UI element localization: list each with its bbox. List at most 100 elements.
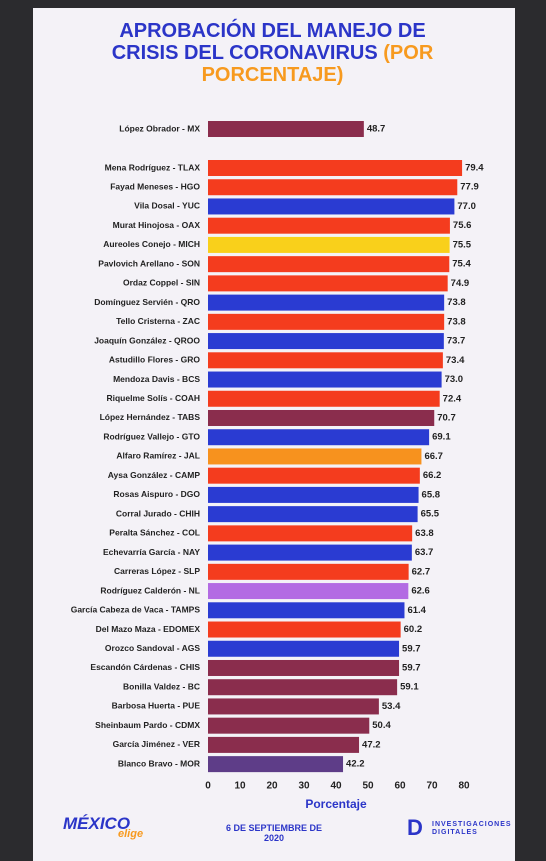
category-label: Escandón Cárdenas - CHIS xyxy=(90,662,200,672)
value-label: 47.2 xyxy=(362,739,381,750)
value-label: 48.7 xyxy=(367,124,386,135)
value-label: 65.5 xyxy=(421,509,440,520)
bar xyxy=(208,506,418,523)
value-label: 59.7 xyxy=(402,643,421,654)
bar xyxy=(208,313,445,330)
category-label: Blanco Bravo - MOR xyxy=(118,758,200,768)
bar xyxy=(208,236,450,253)
logo-left: MÉXICO xyxy=(63,814,131,833)
value-label: 72.4 xyxy=(443,393,462,404)
category-label: López Hernández - TABS xyxy=(100,412,201,422)
bar xyxy=(208,679,398,696)
category-label: Carreras López - SLP xyxy=(114,566,200,576)
bar xyxy=(208,736,360,753)
category-label: Astudillo Flores - GRO xyxy=(109,355,201,365)
x-tick-label: 40 xyxy=(330,781,342,792)
bar xyxy=(208,256,450,273)
value-label: 61.4 xyxy=(407,605,426,616)
value-label: 59.7 xyxy=(402,662,421,673)
bar xyxy=(208,602,405,619)
category-label: Echevarría García - NAY xyxy=(103,547,200,557)
category-label: Vila Dosal - YUC xyxy=(134,201,200,211)
category-label: Barbosa Huerta - PUE xyxy=(112,701,201,711)
category-label: Aureoles Conejo - MICH xyxy=(103,239,200,249)
title-block: APROBACIÓN DEL MANEJO DE CRISIS DEL CORO… xyxy=(95,20,450,86)
value-label: 63.7 xyxy=(415,547,434,558)
category-label: Mena Rodríguez - TLAX xyxy=(105,162,201,172)
value-label: 66.7 xyxy=(424,451,443,462)
category-label: Orozco Sandoval - AGS xyxy=(105,643,200,653)
value-label: 62.7 xyxy=(412,566,431,577)
bar xyxy=(208,429,430,446)
bar xyxy=(208,563,409,580)
bar xyxy=(208,486,419,503)
category-label: Peralta Sánchez - COL xyxy=(109,528,200,538)
logo-right-icon: D xyxy=(407,815,423,840)
bar xyxy=(208,121,364,137)
value-label: 69.1 xyxy=(432,432,451,443)
category-label: Mendoza Davis - BCS xyxy=(113,374,200,384)
bar xyxy=(208,409,435,426)
category-label: Pavlovich Arellano - SON xyxy=(98,258,200,268)
chart-subtitle: (POR PORCENTAJE) xyxy=(201,42,434,86)
bar xyxy=(208,698,379,715)
bar xyxy=(208,583,409,600)
category-label: Joaquín González - QROO xyxy=(94,335,200,345)
value-label: 73.7 xyxy=(447,336,466,347)
category-label: Murat Hinojosa - OAX xyxy=(113,220,201,230)
bar xyxy=(208,333,444,350)
value-label: 70.7 xyxy=(437,413,456,424)
x-tick-label: 60 xyxy=(394,781,406,792)
category-label: Corral Jurado - CHIH xyxy=(116,508,200,518)
logo-right: INVESTIGACIONES DIGITALES xyxy=(432,821,512,836)
bar xyxy=(208,198,455,215)
category-label: Rodríguez Calderón - NL xyxy=(100,585,200,595)
x-tick-label: 50 xyxy=(362,781,374,792)
value-label: 59.1 xyxy=(400,682,419,693)
value-label: 73.8 xyxy=(447,297,466,308)
value-label: 75.5 xyxy=(453,239,472,250)
value-label: 73.8 xyxy=(447,316,466,327)
bar xyxy=(208,525,413,542)
category-label: García Cabeza de Vaca - TAMPS xyxy=(71,605,201,615)
bar xyxy=(208,294,445,311)
x-tick-label: 80 xyxy=(458,781,470,792)
value-label: 42.2 xyxy=(346,759,365,770)
category-label: Riquelme Solís - COAH xyxy=(106,393,200,403)
category-label: Alfaro Ramírez - JAL xyxy=(116,451,200,461)
category-label: Rosas Aispuro - DGO xyxy=(113,489,200,499)
bar xyxy=(208,217,450,234)
date: 6 DE SEPTIEMBRE DE 2020 xyxy=(225,823,323,843)
category-label: Aysa González - CAMP xyxy=(108,470,201,480)
category-label: Sheinbaum Pardo - CDMX xyxy=(95,720,200,730)
bar xyxy=(208,640,400,657)
value-label: 50.4 xyxy=(372,720,391,731)
value-label: 73.4 xyxy=(446,355,465,366)
value-label: 53.4 xyxy=(382,701,401,712)
bar xyxy=(208,160,463,176)
chart-title: APROBACIÓN DEL MANEJO DE CRISIS DEL CORO… xyxy=(111,20,426,64)
category-label: Del Mazo Maza - EDOMEX xyxy=(96,624,201,634)
category-label: Fayad Meneses - HGO xyxy=(110,181,200,191)
bar xyxy=(208,621,401,638)
value-label: 66.2 xyxy=(423,470,442,481)
x-tick-label: 20 xyxy=(266,781,278,792)
value-label: 77.0 xyxy=(457,201,476,212)
bar xyxy=(208,659,400,676)
x-axis-title: Porcentaje xyxy=(305,797,367,811)
x-tick-label: 0 xyxy=(205,781,211,792)
value-label: 74.9 xyxy=(451,278,470,289)
bar xyxy=(208,544,412,561)
value-label: 60.2 xyxy=(404,624,423,635)
category-label: Domínguez Servién - QRO xyxy=(94,297,200,307)
bar xyxy=(208,371,442,388)
x-tick-label: 10 xyxy=(234,781,246,792)
category-label: López Obrador - MX xyxy=(119,123,200,133)
x-tick-label: 30 xyxy=(298,781,310,792)
value-label: 77.9 xyxy=(460,182,479,193)
bar xyxy=(208,448,422,465)
x-tick-label: 70 xyxy=(426,781,438,792)
bar xyxy=(208,717,370,734)
